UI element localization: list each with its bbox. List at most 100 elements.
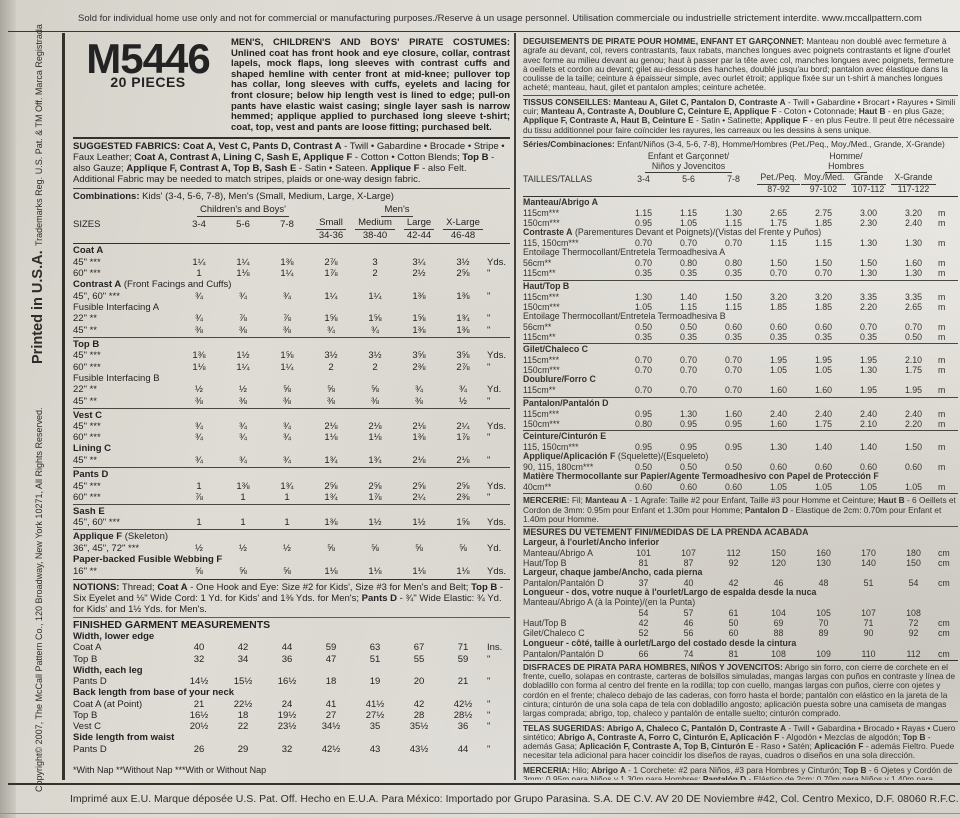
table-row: Gilet/Chaleco C 52 56 60 88 89 90 92 cm bbox=[523, 629, 958, 639]
row-value: 3½ bbox=[324, 350, 338, 362]
row-value: 0.35 bbox=[724, 332, 743, 342]
footer-rule bbox=[8, 783, 960, 785]
row-value: 1.15 bbox=[724, 218, 743, 228]
row-unit: " bbox=[487, 698, 491, 710]
row-value: 107 bbox=[861, 609, 876, 619]
row-unit: m bbox=[938, 218, 946, 228]
size-subcol: 38-40 bbox=[362, 230, 388, 242]
row-value: ⅜ bbox=[195, 395, 203, 407]
row-value: 1.95 bbox=[904, 386, 923, 396]
row-label: 45" ** bbox=[73, 324, 97, 336]
table-row: 22" ** ¾ ⅞ ⅞ 1⅝ 1⅝ 1⅝ 1¾ " bbox=[73, 313, 510, 324]
row-value: 32 bbox=[281, 743, 293, 755]
paragraph-text: - Six Eyelet and ⅛" Wide Cord: 1 Yd. for… bbox=[73, 581, 504, 604]
row-value: 28 bbox=[413, 710, 425, 722]
row-value: 1⅞ bbox=[456, 432, 470, 444]
row-value: 0.95 bbox=[679, 442, 698, 452]
row-value: 1.30 bbox=[859, 239, 878, 249]
row-value: 1.95 bbox=[859, 356, 878, 366]
row-value: 1¾ bbox=[368, 454, 382, 466]
size-subcol: 34-36 bbox=[318, 230, 344, 242]
column-divider bbox=[514, 33, 516, 780]
row-value: 3½ bbox=[456, 256, 470, 268]
paragraph-text: Applique F bbox=[370, 163, 420, 175]
row-value: 35½ bbox=[409, 721, 429, 733]
row-value: 1.75 bbox=[769, 218, 788, 228]
row-value: 108 bbox=[906, 609, 921, 619]
table-row: 60" *** 1 1⅛ 1¼ 1⅞ 2 2½ 2⅝ " bbox=[73, 268, 510, 279]
row-value: 69 bbox=[773, 619, 784, 629]
table-section-label: Fusible Interfacing B bbox=[73, 373, 510, 384]
row-unit: Yd. bbox=[487, 543, 502, 555]
table-section-label: Largeur, à l'ourlet/Ancho inferior bbox=[523, 537, 958, 548]
row-value: 92 bbox=[908, 629, 919, 639]
row-value: 1⅛ bbox=[236, 268, 250, 280]
row-value: 1.85 bbox=[769, 302, 788, 312]
row-value: 36 bbox=[281, 653, 293, 665]
row-unit: m bbox=[938, 322, 946, 332]
col-group-homme: Homme/ Hombres bbox=[825, 152, 867, 174]
row-label: 60" *** bbox=[73, 268, 101, 280]
row-value: 51 bbox=[863, 578, 874, 588]
row-value: 2⅝ bbox=[412, 480, 426, 492]
row-value: 26 bbox=[193, 743, 205, 755]
row-value: ⅝ bbox=[327, 384, 335, 396]
row-value: 81 bbox=[638, 558, 649, 568]
table-section-label: Doublure/Forro C bbox=[523, 375, 958, 385]
table-row: Top B 16½ 18 19½ 27 27½ 28 28½ " bbox=[73, 710, 510, 721]
row-value: 1⅜ bbox=[456, 290, 470, 302]
paragraph-text: Coat A, Contrast A, Lining C, Sash E, Ap… bbox=[134, 152, 353, 164]
paragraph-text: - Elastique de 2cm: 0.70m pour Enfant et… bbox=[523, 504, 942, 525]
table-section-label: Gilet/Chaleco C bbox=[523, 345, 958, 355]
table-row: 36", 45", 72" *** ½ ½ ½ ⅝ ⅝ ⅝ ⅝ Yd. bbox=[73, 543, 510, 554]
table-section-label: Paper-backed Fusible Webbing F bbox=[73, 554, 510, 565]
row-value: ⅞ bbox=[195, 491, 203, 503]
row-value: 1.95 bbox=[769, 356, 788, 366]
row-label: 90, 115, 180cm*** bbox=[523, 463, 594, 472]
row-value: 1⅞ bbox=[324, 268, 338, 280]
paragraph-heading: MERCERIE: bbox=[523, 495, 570, 506]
table-row: Vest C 20½ 22 23½ 34½ 35 35½ 36 " bbox=[73, 721, 510, 732]
pattern-id: M5446 20 PIECES bbox=[73, 38, 223, 133]
row-unit: m bbox=[938, 356, 946, 366]
row-value: 1.15 bbox=[679, 208, 698, 218]
row-value: 0.70 bbox=[904, 322, 923, 332]
paragraph-heading: DEGUISEMENTS DE PIRATE POUR HOMME, ENFAN… bbox=[523, 36, 805, 46]
row-value: 0.50 bbox=[634, 322, 653, 332]
paragraph-heading: Séries/Combinaciones: bbox=[523, 138, 615, 149]
row-label: Vest C bbox=[73, 721, 101, 733]
row-value: 2⅛ bbox=[324, 421, 338, 433]
row-value: 1.15 bbox=[814, 239, 833, 249]
paragraph-text: Applique F bbox=[764, 115, 808, 126]
paragraph-heading: Combinations: bbox=[73, 191, 140, 203]
row-value: 3.20 bbox=[814, 292, 833, 302]
row-value: 120 bbox=[771, 558, 786, 568]
paragraph-text: - Twill • Gabardine • Brocart • Rayures … bbox=[523, 96, 956, 117]
row-value: 0.70 bbox=[679, 386, 698, 396]
paragraph-heading: MEN'S, CHILDREN'S AND BOYS' PIRATE COSTU… bbox=[231, 37, 510, 48]
section-name: Pantalon/Pantalón D bbox=[523, 397, 609, 408]
table-section-label: Fusible Interfacing A bbox=[73, 302, 510, 313]
row-label: 45" ** bbox=[73, 395, 97, 407]
paragraph-text: - Cotton • Cotton Blends; bbox=[352, 152, 463, 164]
row-value: 1.60 bbox=[814, 386, 833, 396]
row-value: 1⅜ bbox=[324, 517, 338, 529]
row-value: 1 bbox=[196, 268, 202, 280]
row-value: 1 bbox=[196, 517, 202, 529]
row-value: 1⅜ bbox=[412, 324, 426, 336]
paragraph-text: Top B bbox=[462, 152, 489, 164]
row-value: 18 bbox=[237, 710, 249, 722]
paragraph-text: Top B bbox=[902, 731, 926, 742]
table-section-label: Entoilage Thermocollant/Entretela Termoa… bbox=[523, 248, 958, 258]
row-value: 2 bbox=[372, 268, 378, 280]
row-value: 42½ bbox=[453, 698, 473, 710]
row-value: 57 bbox=[683, 609, 694, 619]
row-value: 50 bbox=[728, 619, 739, 629]
row-unit: m bbox=[938, 208, 946, 218]
section-name: Ceinture/Cinturón E bbox=[523, 430, 607, 441]
row-value: 150 bbox=[906, 558, 921, 568]
paragraph-text: - One Hook and Eye: Size #2 for Kids', S… bbox=[187, 581, 472, 593]
table-row: 45", 60" *** ¾ ¾ ¾ 1¼ 1¼ 1⅜ 1⅜ " bbox=[73, 291, 510, 302]
row-value: ⅜ bbox=[283, 324, 291, 336]
row-value: 1.05 bbox=[814, 366, 833, 376]
